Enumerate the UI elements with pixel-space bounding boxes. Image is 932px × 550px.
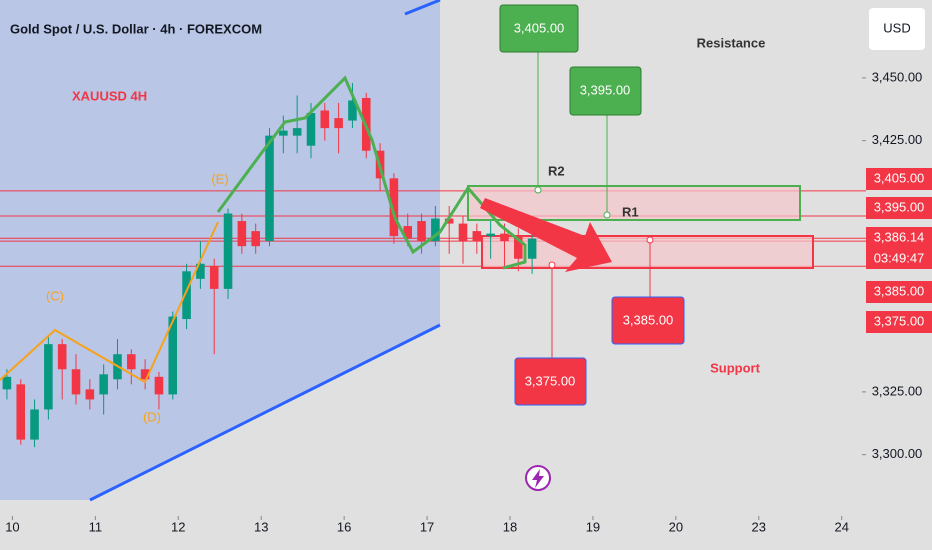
candle-body (527, 238, 537, 259)
candle-body (334, 118, 343, 129)
price-label: 3,405.00 (874, 170, 925, 185)
price-label-box (866, 197, 932, 219)
level-tag: R2 (548, 163, 565, 178)
price-label-box (866, 281, 932, 303)
candle-body (127, 354, 136, 370)
price-label-box (866, 168, 932, 190)
callout-box (499, 4, 579, 53)
callout-box (514, 357, 587, 406)
wave-label: (C) (46, 288, 64, 303)
candle-body (500, 233, 509, 242)
candle-body (237, 221, 247, 247)
candle-body (444, 218, 454, 224)
x-tick-label: 19 (586, 519, 600, 534)
countdown: 03:49:47 (874, 250, 925, 265)
candle-body (265, 135, 274, 242)
marker (603, 211, 611, 219)
candle-body (57, 344, 67, 370)
x-tick-label: 11 (89, 519, 103, 534)
callout-box (611, 296, 685, 345)
marker (534, 186, 542, 194)
candle-body (44, 344, 53, 410)
arrow (480, 198, 612, 272)
x-tick-label: 20 (669, 519, 683, 534)
x-tick-label: 13 (254, 519, 268, 534)
price-label: 3,386.14 (874, 229, 925, 244)
candle-body (223, 213, 233, 289)
candle-body (320, 110, 330, 129)
x-tick-label: 17 (420, 519, 434, 534)
x-tick-label: 23 (752, 519, 766, 534)
candle-body (389, 178, 399, 237)
price-label-box (866, 311, 932, 333)
price-label: 3,375.00 (874, 313, 925, 328)
candle-body (196, 263, 205, 279)
candle-body (306, 113, 316, 146)
candle-body (99, 374, 108, 395)
callout-label: 3,395.00 (580, 82, 631, 97)
support-zone (481, 235, 814, 269)
marker (548, 261, 556, 269)
candle-body (251, 231, 260, 247)
candle-body (182, 271, 191, 320)
countdown-box (866, 249, 932, 269)
y-tick-label: 3,325.00 (872, 383, 923, 398)
candle-body (279, 130, 288, 136)
candle-body (292, 128, 302, 136)
chart-title: Gold Spot / U.S. Dollar · 4h · FOREXCOM (10, 21, 262, 36)
candle-body (71, 369, 81, 395)
support-label: Support (710, 360, 760, 375)
callout-label: 3,375.00 (525, 373, 576, 388)
y-tick-label: 3,300.00 (872, 446, 923, 461)
channel-line (404, 0, 441, 16)
candle-body (431, 218, 440, 242)
path-projection (216, 75, 527, 270)
highlight-region (0, 0, 440, 500)
x-tick-label: 18 (503, 519, 517, 534)
callout-label: 3,385.00 (623, 312, 674, 327)
wave-label: (E) (211, 171, 228, 186)
marker (646, 236, 654, 244)
wave-label: (D) (143, 409, 161, 424)
lightning-glyph (532, 469, 544, 488)
candle-body (2, 376, 12, 390)
level-tag: R1 (622, 204, 639, 219)
candle-body (514, 236, 523, 259)
candle-body (348, 100, 357, 121)
candle-body (140, 369, 150, 380)
candle-body (403, 226, 413, 239)
candle-body (168, 316, 178, 395)
resistance-label: Resistance (697, 35, 766, 50)
candle-body (85, 389, 95, 400)
currency-button[interactable] (869, 8, 925, 50)
y-tick-label: 3,450.00 (872, 69, 923, 84)
price-label-box (866, 227, 932, 249)
candle-body (417, 221, 426, 242)
callout-box (569, 66, 642, 116)
candle-body (209, 266, 219, 289)
symbol-label: XAUUSD 4H (72, 88, 147, 103)
candle-body (30, 409, 39, 440)
wave-line (0, 221, 219, 384)
candle-body (486, 233, 495, 237)
price-label: 3,395.00 (874, 199, 925, 214)
callout-label: 3,405.00 (514, 20, 565, 35)
candle-body (472, 231, 482, 242)
candle-body (458, 223, 468, 242)
x-tick-label: 16 (337, 519, 351, 534)
x-tick-label: 24 (834, 519, 848, 534)
candle-body (16, 384, 26, 440)
candle-body (154, 376, 164, 395)
x-tick-label: 10 (5, 519, 19, 534)
y-tick-label: 3,425.00 (872, 132, 923, 147)
price-label: 3,385.00 (874, 283, 925, 298)
x-tick-label: 12 (171, 519, 185, 534)
channel-line (89, 323, 441, 502)
currency-label: USD (883, 20, 910, 35)
